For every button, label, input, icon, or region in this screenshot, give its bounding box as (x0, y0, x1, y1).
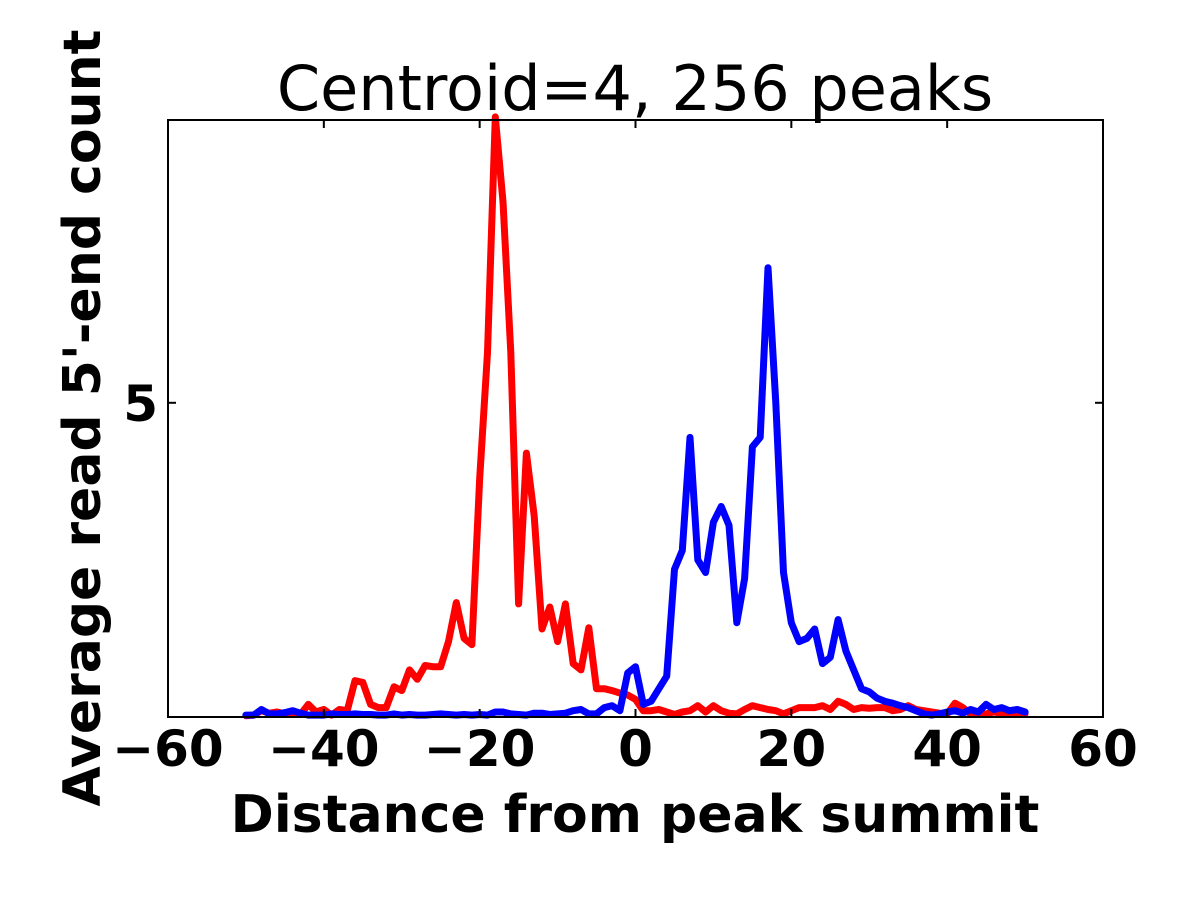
y-tick-label: 5 (123, 375, 158, 433)
series-layer (242, 113, 1029, 720)
x-tick-label: 20 (757, 720, 827, 778)
x-tick-label: −40 (268, 720, 379, 778)
x-tick-label: 0 (618, 720, 653, 778)
x-tick-label: −20 (424, 720, 535, 778)
x-axis-label: Distance from peak summit (231, 785, 1040, 845)
series-line-1 (242, 264, 1029, 719)
y-axis-label: Average read 5'-end count (53, 30, 113, 807)
chart-title: Centroid=4, 256 peaks (277, 52, 993, 125)
x-tick-label: −60 (112, 720, 223, 778)
x-tick-label: 60 (1068, 720, 1138, 778)
tick-layer: −60 −40 −20 0 20 40 60 5 (112, 120, 1138, 778)
series-line-0 (242, 113, 1029, 720)
x-tick-label: 40 (912, 720, 982, 778)
